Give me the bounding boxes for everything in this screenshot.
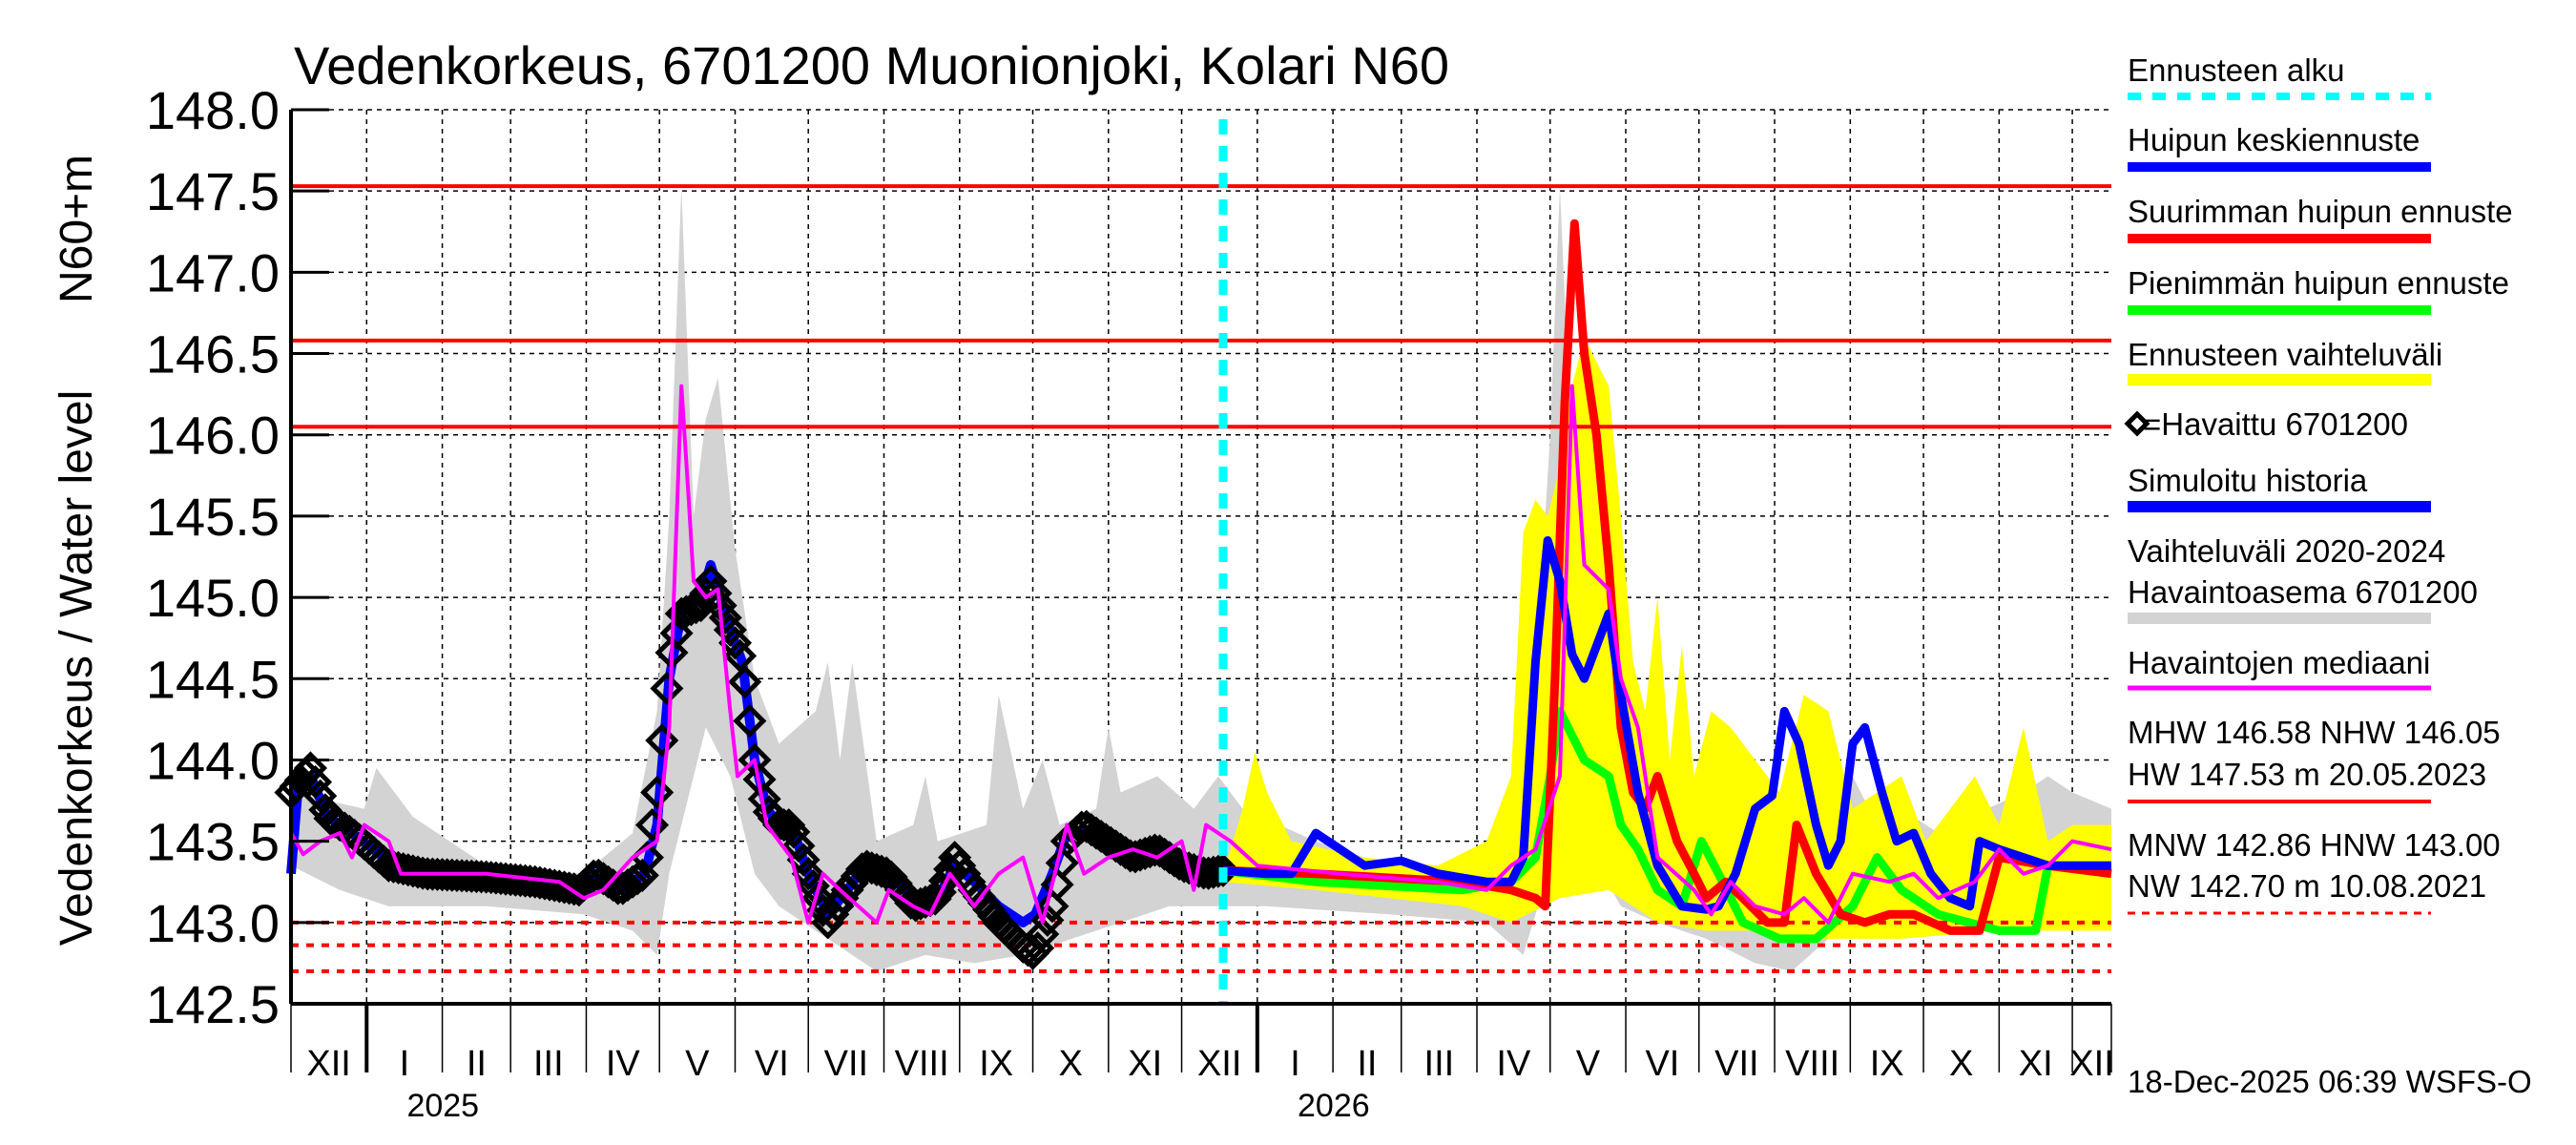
observed-point [650, 671, 684, 706]
month-label: II [1357, 1044, 1377, 1084]
observed-point [733, 704, 767, 739]
month-label: IV [1496, 1044, 1531, 1084]
observed-point [800, 881, 835, 915]
observed-point [299, 765, 333, 800]
observed-point [640, 775, 675, 810]
month-label: XII [306, 1044, 350, 1084]
month-label: XI [1128, 1044, 1162, 1084]
observed-point [781, 828, 816, 864]
month-label: III [1424, 1044, 1455, 1084]
month-label: XII [1197, 1044, 1241, 1084]
y-tick-label: 143.0 [146, 893, 280, 953]
legend-range-label-2: Havaintoasema 6701200 [2128, 574, 2478, 610]
month-label: IV [606, 1044, 641, 1084]
month-label: IX [979, 1044, 1013, 1084]
plot-area [274, 109, 2112, 1005]
month-label: VI [755, 1044, 789, 1084]
observed-point [1137, 833, 1172, 867]
legend-low-levels-1: MNW 142.86 HNW 143.00 [2128, 827, 2501, 863]
legend-observed-diamond-icon [2124, 410, 2150, 437]
y-tick-label: 143.5 [146, 812, 280, 872]
month-label: VI [1645, 1044, 1679, 1084]
observed-point [293, 751, 327, 785]
series-mean-peak-forecast [1222, 535, 2111, 914]
series-max-peak-forecast [1222, 219, 2112, 935]
month-label: V [1576, 1044, 1601, 1084]
observed-point [791, 857, 825, 891]
y-tick-label: 147.0 [146, 242, 280, 302]
y-axis-label: Vedenkorkeus / Water level [52, 390, 102, 947]
chart-title: Vedenkorkeus, 6701200 Muonionjoki, Kolar… [294, 35, 1449, 95]
legend: Ennusteen alku Huipun keskiennuste Suuri… [2124, 52, 2532, 1099]
month-label: V [685, 1044, 710, 1084]
y-tick-label: 146.5 [146, 324, 280, 385]
month-label: III [533, 1044, 564, 1084]
y-axis-unit: N60+m [52, 155, 102, 303]
legend-high-levels-2: HW 147.53 m 20.05.2023 [2128, 757, 2486, 792]
observed-point [717, 626, 753, 660]
month-label: IX [1870, 1044, 1904, 1084]
observed-point [786, 843, 821, 877]
legend-range-label-1: Vaihteluväli 2020-2024 [2128, 533, 2445, 569]
y-tick-label: 144.5 [146, 649, 280, 709]
month-label: VIII [1785, 1044, 1839, 1084]
observed-point [728, 665, 762, 699]
observed-point [708, 600, 742, 635]
forecast-range-band [1223, 337, 2111, 939]
legend-forecast-start-label: Ennusteen alku [2128, 52, 2345, 88]
legend-simulated-label: Simuloitu historia [2128, 463, 2368, 498]
y-tick-label: 144.0 [146, 730, 280, 790]
month-label: X [1949, 1044, 1973, 1084]
month-label: VII [1714, 1044, 1758, 1084]
month-label: I [400, 1044, 410, 1084]
observed-point [698, 576, 733, 611]
legend-median-label: Havaintojen mediaani [2128, 645, 2430, 680]
legend-forecast-range-label: Ennusteen vaihteluväli [2128, 337, 2442, 372]
y-tick-label: 145.5 [146, 487, 280, 547]
legend-observed-label: =Havaittu 6701200 [2143, 406, 2408, 442]
observed-point [723, 638, 758, 673]
legend-max-peak-label: Suurimman huipun ennuste [2128, 194, 2513, 229]
observed-point [645, 723, 679, 758]
observed-point [1045, 845, 1079, 880]
y-tick-label: 145.0 [146, 568, 280, 628]
timestamp: 18-Dec-2025 06:39 WSFS-O [2128, 1064, 2532, 1099]
legend-high-levels-1: MHW 146.58 NHW 146.05 [2128, 715, 2501, 750]
observed-point [1206, 853, 1240, 887]
month-label: I [1290, 1044, 1300, 1084]
month-label: X [1058, 1044, 1082, 1084]
month-label: XII [2069, 1044, 2113, 1084]
observed-point [1035, 889, 1070, 924]
y-tick-label: 146.0 [146, 406, 280, 466]
y-tick-label: 148.0 [146, 80, 280, 140]
legend-mean-peak-label: Huipun keskiennuste [2128, 122, 2420, 157]
axes: 148.0 147.5 147.0 146.5 146.0 145.5 145.0 144.5… [146, 80, 2114, 1124]
month-label: VII [824, 1044, 868, 1084]
observed-point [303, 779, 338, 813]
observed-point [659, 616, 694, 651]
observed-point [1040, 867, 1074, 902]
year-label: 2026 [1298, 1088, 1370, 1124]
observed-point [777, 815, 811, 849]
y-tick-label: 147.5 [146, 161, 280, 221]
legend-min-peak-label: Pienimmän huipun ennuste [2128, 265, 2509, 301]
month-label: II [467, 1044, 487, 1084]
year-label: 2025 [406, 1088, 479, 1124]
month-label: XI [2019, 1044, 2053, 1084]
history-range-band [291, 186, 2111, 971]
observed-point [625, 858, 659, 892]
month-label: VIII [895, 1044, 949, 1084]
legend-low-levels-2: NW 142.70 m 10.08.2021 [2128, 868, 2486, 904]
series-observation-median [289, 384, 2112, 925]
y-tick-label: 142.5 [146, 974, 280, 1034]
